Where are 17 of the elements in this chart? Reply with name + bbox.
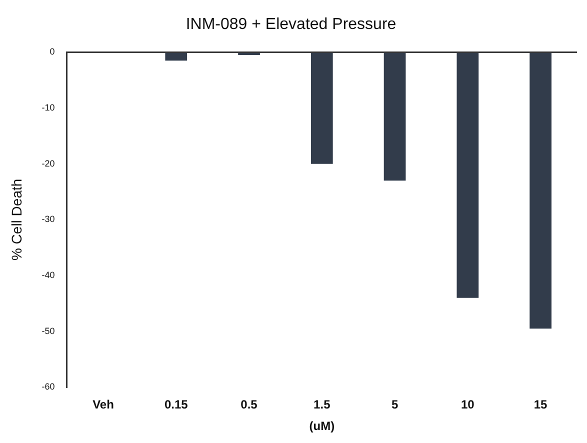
y-tick-label: -50 [42, 326, 55, 336]
x-tick-label: 1.5 [314, 398, 331, 412]
y-tick-label: -10 [42, 102, 55, 113]
x-axis-title: (uM) [309, 419, 335, 434]
x-tick-label: 0.15 [164, 398, 188, 412]
x-tick-label: 5 [391, 398, 398, 412]
chart-title: INM-089 + Elevated Pressure [186, 16, 396, 34]
y-tick-label: -30 [42, 214, 55, 224]
x-tick-label: 0.5 [240, 398, 258, 412]
y-tick-label: 0 [50, 46, 55, 57]
x-tick-label: 10 [460, 398, 475, 412]
x-tick-label: 15 [534, 398, 548, 412]
x-tick-label: Veh [92, 398, 114, 412]
y-tick-label: -20 [42, 158, 55, 168]
y-axis-title: % Cell Death [8, 178, 24, 261]
y-tick-label: -40 [42, 270, 55, 280]
y-tick-label: -60 [42, 382, 55, 392]
